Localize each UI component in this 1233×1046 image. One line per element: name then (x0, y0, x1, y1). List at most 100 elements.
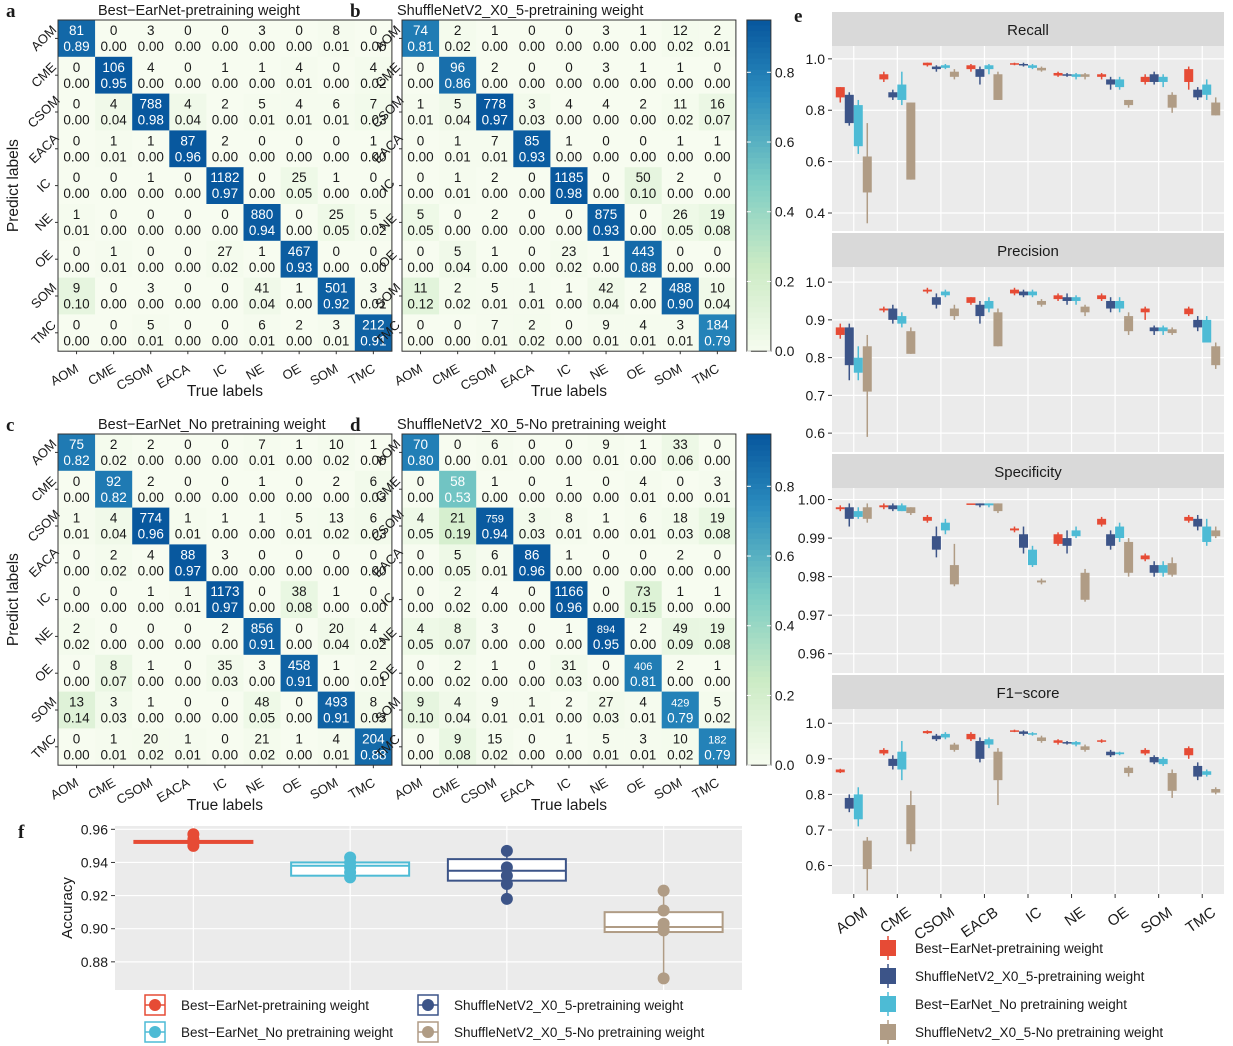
matrix-cell (169, 654, 207, 692)
cell-count: 0 (454, 207, 462, 222)
cell-count: 4 (370, 60, 378, 75)
cell-count: 2 (454, 658, 462, 673)
box-body (1106, 79, 1116, 85)
cell-count: 3 (221, 547, 229, 562)
matrix-cell (550, 314, 588, 352)
cell-proportion: 0.00 (667, 490, 693, 505)
matrix-cell (58, 204, 96, 242)
cell-proportion: 0.00 (249, 490, 275, 505)
cell-count: 1 (147, 170, 155, 185)
cell-proportion: 0.04 (445, 260, 472, 275)
matrix-cell (243, 434, 281, 472)
cell-count: 4 (147, 547, 155, 562)
matrix-cell (550, 507, 588, 545)
cell-count: 0 (565, 207, 573, 222)
colorbar-step (746, 213, 771, 220)
cell-proportion: 0.00 (212, 333, 238, 348)
y-tick-label: 0.7 (806, 822, 826, 838)
cell-proportion: 0.05 (286, 186, 312, 201)
facet-strip (832, 675, 1224, 709)
cell-proportion: 0.00 (286, 453, 312, 468)
cell-proportion: 0.00 (323, 149, 349, 164)
matrix-cell (624, 507, 662, 545)
matrix-cell (317, 167, 356, 205)
cell-count: 0 (184, 60, 192, 75)
cell-count: 16 (710, 97, 725, 112)
matrix-title: ShuffleNetV2_X0_5-No pretraining weight (397, 417, 666, 433)
box-body (1053, 740, 1063, 743)
cell-proportion: 0.00 (138, 637, 164, 652)
cell-proportion: 0.00 (101, 333, 127, 348)
cell-count: 2 (639, 621, 647, 636)
matrix-cell (661, 581, 700, 619)
cell-count: 0 (295, 621, 303, 636)
cell-count: 19 (710, 207, 725, 222)
cell-proportion: 0.04 (175, 113, 202, 128)
cell-proportion: 0.01 (360, 674, 386, 689)
cell-count: 27 (217, 244, 232, 259)
matrix-cell (587, 581, 625, 619)
cell-count: 1 (221, 511, 229, 526)
matrix-cell (95, 314, 133, 352)
matrix-cell (624, 56, 662, 94)
cell-count: 0 (714, 437, 722, 452)
cell-proportion: 0.04 (101, 527, 128, 542)
box-body (844, 507, 854, 519)
colorbar-step (746, 218, 771, 225)
box-body (931, 735, 941, 740)
cell-proportion: 0.00 (249, 563, 275, 578)
matrix-cell (58, 277, 96, 315)
matrix-cell (206, 20, 244, 58)
colorbar-step (746, 643, 771, 650)
cell-count: 0 (332, 133, 340, 148)
cell-proportion: 0.00 (407, 186, 433, 201)
matrix-cell (354, 544, 393, 582)
legend-label: ShuffleNetV2_X0_5-pretraining weight (915, 969, 1145, 984)
colorbar-step (746, 445, 771, 452)
matrix-cell (58, 434, 96, 472)
legend-swatch (880, 940, 896, 956)
box-body (993, 74, 1003, 100)
cell-proportion: 0.98 (138, 113, 164, 128)
cell-proportion: 0.00 (667, 76, 693, 91)
panel-letter-f: f (18, 822, 25, 843)
cell-count: 204 (362, 731, 385, 746)
cell-count: 0 (417, 731, 425, 746)
colorbar-step (746, 141, 771, 148)
cell-proportion: 0.02 (101, 563, 127, 578)
colorbar-step (746, 759, 771, 766)
cell-proportion: 0.96 (556, 600, 582, 615)
colorbar-step (746, 284, 771, 292)
colorbar-step (746, 296, 771, 303)
matrix-cell (402, 654, 440, 692)
colorbar-step (746, 544, 771, 551)
y-tick-label: OE (32, 247, 56, 271)
cell-proportion: 0.00 (212, 563, 238, 578)
box-body (940, 733, 950, 738)
cell-proportion: 0.00 (407, 149, 433, 164)
cell-count: 26 (673, 207, 688, 222)
data-point (500, 861, 513, 874)
box-body (984, 300, 994, 309)
cell-proportion: 0.01 (101, 260, 127, 275)
cell-proportion: 0.00 (519, 674, 545, 689)
matrix-cell (206, 728, 244, 766)
matrix-cell (698, 544, 737, 582)
cell-count: 1 (714, 584, 722, 599)
matrix-cell (95, 581, 133, 619)
cell-proportion: 0.91 (249, 637, 275, 652)
matrix-cell (95, 507, 133, 545)
matrix-cell (402, 277, 440, 315)
cell-proportion: 0.00 (482, 39, 508, 54)
box-body (1010, 63, 1019, 65)
colorbar-step (746, 500, 771, 507)
cell-proportion: 0.00 (704, 76, 730, 91)
data-point (500, 892, 513, 905)
matrix-cell (95, 204, 133, 242)
cell-proportion: 0.00 (704, 149, 730, 164)
cell-count: 6 (332, 97, 340, 112)
x-tick-label: SOM (307, 361, 340, 389)
cell-proportion: 0.05 (407, 637, 433, 652)
cell-count: 0 (602, 658, 610, 673)
matrix-cell (402, 167, 440, 205)
